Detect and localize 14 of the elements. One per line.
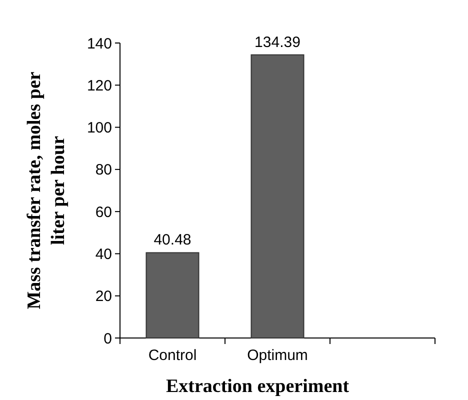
y-tick-label: 20 [95,288,112,306]
x-axis-title: Extraction experiment [166,376,350,397]
y-tick-label: 0 [104,330,112,348]
y-tick-label: 100 [86,120,112,137]
y-axis-title: Mass transfer rate, moles per liter per hour [24,71,69,310]
y-tick-label: 40 [95,246,112,263]
y-tick-label: 140 [86,35,112,52]
data-label: 134.39 [254,34,300,51]
y-tick-label: 120 [86,77,112,94]
x-tick-label: Control [148,347,197,364]
y-tick-label: 80 [95,162,112,179]
x-tick-label: Optimum [247,347,308,364]
y-tick-label: 60 [95,204,112,221]
data-label: 40.48 [154,232,192,249]
